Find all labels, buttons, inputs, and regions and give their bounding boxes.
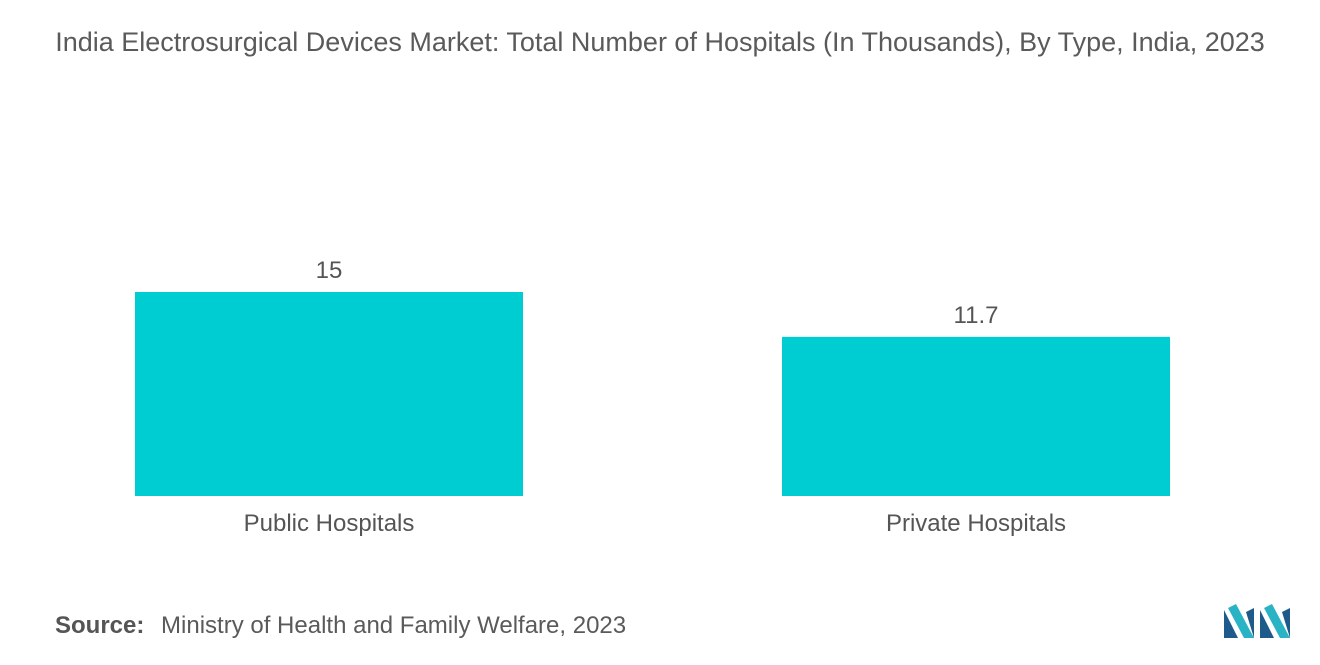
data-label-public-hospitals: 15 — [316, 257, 343, 284]
source-text: Ministry of Health and Family Welfare, 2… — [161, 612, 627, 639]
data-label-private-hospitals: 11.7 — [954, 302, 999, 329]
bar-private-hospitals — [782, 336, 1170, 496]
source-label: Source: — [55, 612, 145, 639]
category-label-public-hospitals: Public Hospitals — [244, 510, 415, 537]
chart-title: India Electrosurgical Devices Market: To… — [55, 27, 1265, 57]
bar-public-hospitals — [135, 292, 523, 496]
mordor-intelligence-logo-icon — [1224, 604, 1290, 638]
source-line: Source: Ministry of Health and Family We… — [55, 612, 626, 640]
category-label-private-hospitals: Private Hospitals — [886, 510, 1066, 537]
